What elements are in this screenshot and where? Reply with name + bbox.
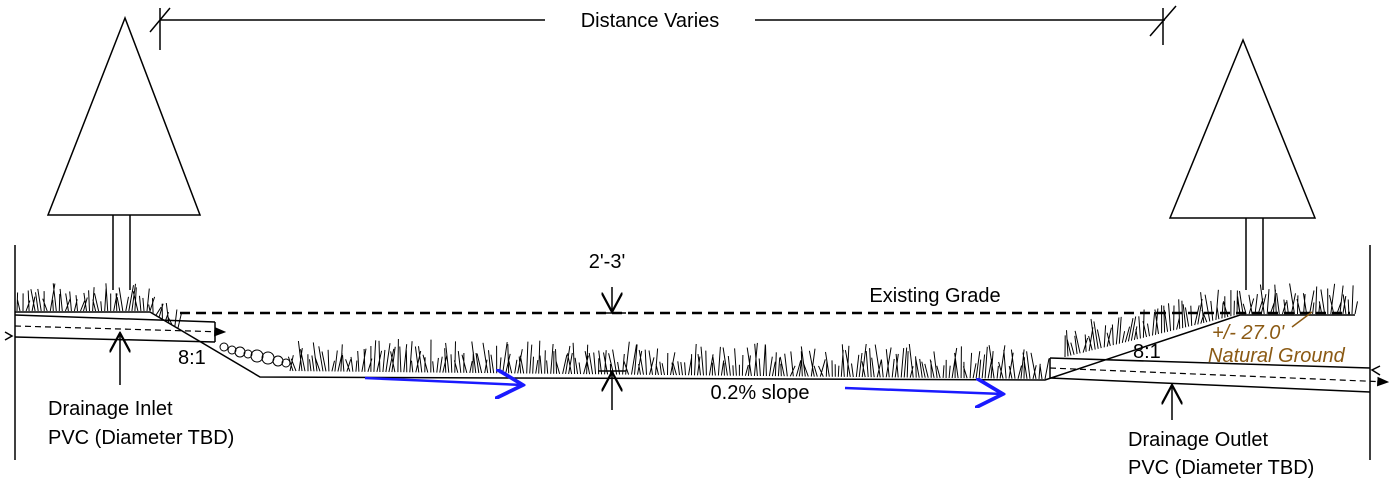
existing-grade-label: Existing Grade bbox=[869, 285, 1000, 307]
inlet-detail: PVC (Diameter TBD) bbox=[48, 427, 234, 449]
rock bbox=[227, 345, 237, 355]
outlet-detail: PVC (Diameter TBD) bbox=[1128, 457, 1314, 479]
natural-ground-label: Natural Ground bbox=[1208, 345, 1346, 367]
outlet-title: Drainage Outlet bbox=[1128, 429, 1269, 451]
slope-ratio-right: 8:1 bbox=[1133, 341, 1161, 363]
rip-rap bbox=[219, 342, 291, 368]
rock bbox=[243, 349, 253, 359]
rock bbox=[250, 349, 264, 363]
rock bbox=[272, 355, 284, 367]
grass-blades bbox=[16, 283, 156, 312]
rock bbox=[219, 342, 229, 352]
grass-blades bbox=[1237, 283, 1358, 315]
rock bbox=[234, 346, 246, 358]
span-label: Distance Varies bbox=[581, 10, 720, 32]
depth-label: 2'-3' bbox=[589, 251, 626, 273]
leader-line bbox=[1291, 311, 1313, 328]
span-dimension bbox=[149, 5, 1177, 50]
grass-blades bbox=[1064, 289, 1241, 358]
channel-slope-label: 0.2% slope bbox=[711, 382, 810, 404]
tree-left bbox=[46, 15, 202, 290]
tree-right bbox=[1168, 38, 1317, 290]
rock bbox=[281, 358, 291, 368]
flow-arrow bbox=[844, 388, 1003, 394]
slope-ratio-left: 8:1 bbox=[178, 347, 206, 369]
natural-ground-height: +/- 27.0' bbox=[1212, 322, 1285, 344]
grass bbox=[16, 283, 1358, 380]
grass-blades bbox=[148, 298, 183, 329]
inlet-title: Drainage Inlet bbox=[48, 398, 173, 420]
depth-dimension bbox=[598, 287, 626, 410]
flow-arrow bbox=[364, 378, 523, 385]
grass-blades bbox=[287, 338, 1050, 380]
rock bbox=[261, 351, 275, 365]
